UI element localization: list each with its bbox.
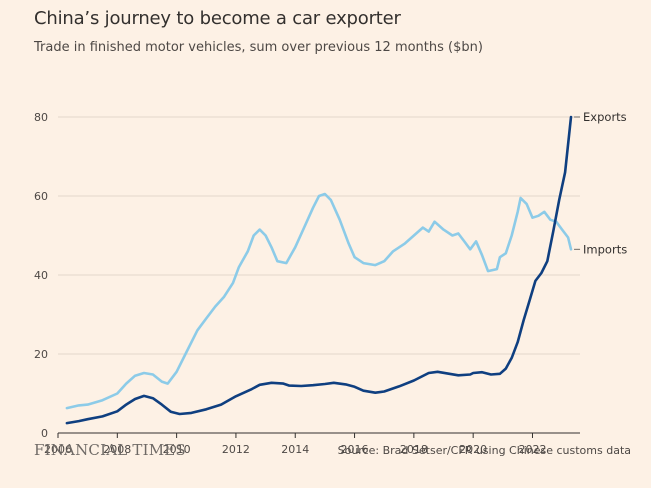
- x-tick-label: 2016: [341, 443, 369, 456]
- y-tick-label: 80: [34, 111, 48, 124]
- series-line-exports: [65, 115, 573, 425]
- series-line-imports: [65, 192, 573, 410]
- chart-title: China’s journey to become a car exporter: [34, 8, 401, 29]
- x-axis-ticks: 2006 2008 2010 2012 2014 2016 2018 2020 2022: [44, 433, 546, 456]
- x-tick-label: 2022: [518, 443, 546, 456]
- series-lines: [65, 115, 573, 425]
- x-tick-label: 2014: [281, 443, 309, 456]
- chart-subtitle: Trade in finished motor vehicles, sum ov…: [34, 40, 483, 55]
- source-note: Source: Brad Setser/CFR using Chinese cu…: [337, 444, 631, 457]
- x-tick-label: 2010: [163, 443, 191, 456]
- x-tick-label: 2006: [44, 443, 72, 456]
- y-axis-ticks: 0 20 40 60 80: [34, 111, 48, 440]
- y-tick-label: 20: [34, 348, 48, 361]
- x-tick-label: 2012: [222, 443, 250, 456]
- x-tick-label: 2018: [400, 443, 428, 456]
- series-label-exports: Exports: [583, 110, 627, 124]
- y-tick-label: 40: [34, 269, 48, 282]
- series-labels: Imports Exports: [574, 110, 627, 256]
- y-tick-label: 60: [34, 190, 48, 203]
- gridlines: [58, 116, 580, 355]
- x-tick-label: 2020: [459, 443, 487, 456]
- ft-logo-text: FINANCIAL TIMES: [34, 441, 186, 459]
- x-tick-label: 2008: [103, 443, 131, 456]
- y-tick-label: 0: [41, 427, 48, 440]
- series-label-imports: Imports: [583, 242, 627, 256]
